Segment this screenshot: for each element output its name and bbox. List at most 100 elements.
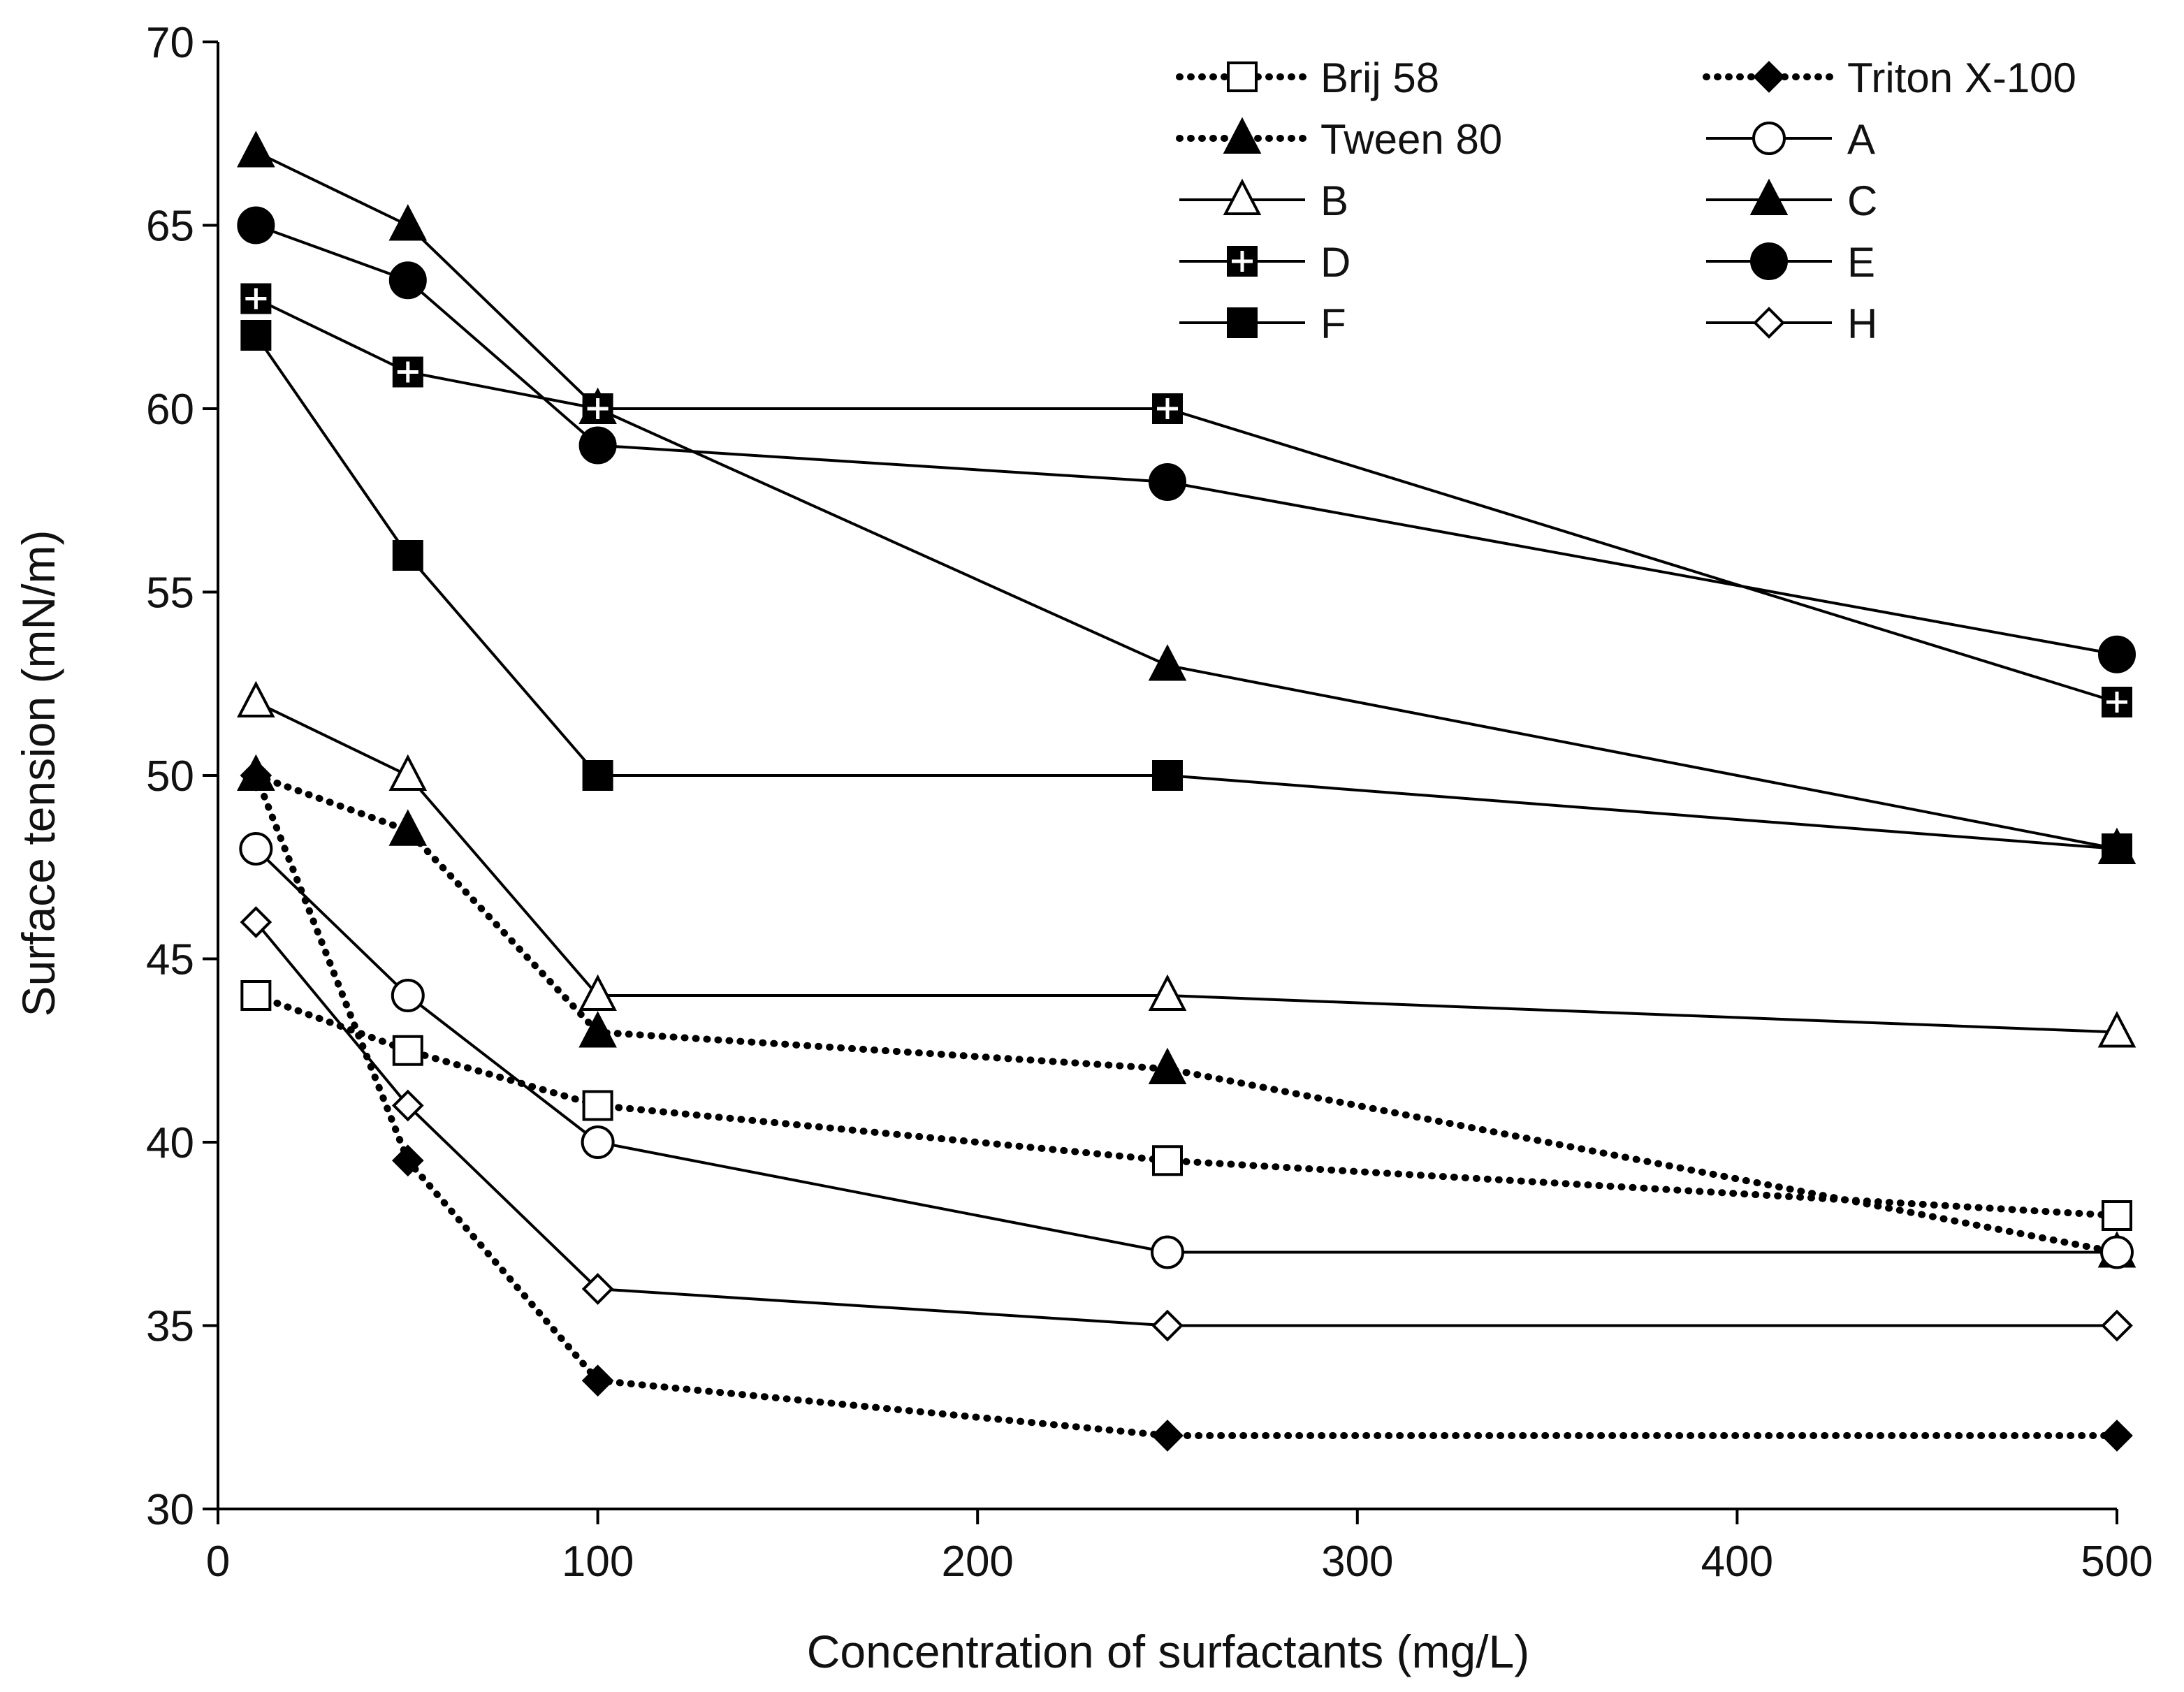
point-h xyxy=(240,906,272,938)
y-tick-label: 40 xyxy=(146,1119,194,1167)
legend-marker-a xyxy=(1752,122,1786,155)
point-f xyxy=(2102,833,2132,864)
y-tick-label: 55 xyxy=(146,569,194,618)
series-f xyxy=(240,320,2132,864)
legend-item-triton-x-100: Triton X-100 xyxy=(1703,54,2076,101)
marker-shape xyxy=(2102,1200,2132,1231)
legend-item-e: E xyxy=(1706,239,1875,286)
point-triton-x-100 xyxy=(391,1144,424,1177)
marker-shape xyxy=(240,320,272,351)
point-b xyxy=(578,974,617,1011)
axes: 30 35 40 45 50 55 60 65 70 0 100 200 300 400 500 xyxy=(146,19,2153,1586)
marker-shape xyxy=(2102,833,2132,864)
x-tick-label: 500 xyxy=(2081,1538,2153,1586)
legend-marker-brij-58 xyxy=(1227,61,1258,92)
series-line-e xyxy=(255,224,2118,656)
point-tween-80 xyxy=(578,1011,617,1048)
point-e xyxy=(2098,635,2136,673)
y-tick-label: 70 xyxy=(146,19,194,67)
series-e xyxy=(237,206,2136,673)
point-h xyxy=(2101,1309,2133,1342)
marker-shape xyxy=(582,760,613,791)
y-tick-label: 45 xyxy=(146,936,194,984)
legend-item-a: A xyxy=(1706,116,1875,163)
point-e xyxy=(1149,463,1186,501)
legend: Brij 58 Triton X-100 Tween 80 A B C D E F H xyxy=(1176,54,2076,347)
point-e xyxy=(578,426,617,465)
series-b xyxy=(237,680,2136,1048)
point-d xyxy=(1152,393,1183,424)
marker-shape xyxy=(1227,61,1258,92)
x-tick-label: 400 xyxy=(1701,1538,1773,1586)
legend-item-b: B xyxy=(1179,177,1348,224)
legend-item-tween-80: Tween 80 xyxy=(1176,116,1502,163)
y-tick-label: 50 xyxy=(146,752,194,801)
series-h xyxy=(240,906,2133,1342)
series-triton-x-100 xyxy=(240,759,2133,1452)
point-b xyxy=(237,680,275,717)
x-tick-label: 100 xyxy=(562,1538,634,1586)
point-a xyxy=(581,1125,615,1159)
marker-shape xyxy=(1227,307,1258,338)
point-b xyxy=(2097,1011,2136,1048)
series-line-triton-x-100 xyxy=(252,772,2120,1439)
legend-item-brij-58: Brij 58 xyxy=(1176,54,1439,101)
x-tick-label: 300 xyxy=(1321,1538,1393,1586)
point-e xyxy=(388,261,427,300)
x-tick-label: 0 xyxy=(206,1538,230,1586)
x-tick-label: 200 xyxy=(941,1538,1013,1586)
point-h xyxy=(391,1089,424,1122)
legend-marker-c xyxy=(1749,178,1789,215)
legend-label-h: H xyxy=(1847,300,1877,347)
legend-marker-h xyxy=(1753,307,1785,339)
point-f xyxy=(582,760,613,791)
point-tween-80 xyxy=(388,809,428,846)
legend-marker-triton-x-100 xyxy=(1753,61,1785,93)
point-a xyxy=(2100,1235,2134,1269)
point-brij-58 xyxy=(240,980,272,1011)
y-tick-label: 30 xyxy=(146,1486,194,1534)
y-axis-label: Surface tension (mN/m) xyxy=(13,530,64,1017)
y-tick-label: 65 xyxy=(146,203,194,251)
point-d xyxy=(2102,687,2132,717)
point-b xyxy=(1148,974,1187,1011)
legend-label-f: F xyxy=(1320,300,1346,347)
marker-shape xyxy=(1152,1145,1183,1176)
point-brij-58 xyxy=(2102,1200,2132,1231)
point-c xyxy=(237,131,275,168)
series-line-tween-80 xyxy=(252,772,2120,1256)
series-brij-58 xyxy=(240,980,2132,1231)
point-d xyxy=(392,356,423,388)
point-tween-80 xyxy=(1148,1047,1187,1084)
series-line-f xyxy=(254,334,2118,850)
point-c xyxy=(388,204,428,241)
point-d xyxy=(240,283,272,314)
point-f xyxy=(240,320,272,351)
series-layer xyxy=(237,131,2136,1452)
series-line-a xyxy=(254,847,2117,1254)
series-line-c xyxy=(255,150,2118,850)
marker-shape xyxy=(392,540,423,571)
legend-label-b: B xyxy=(1320,177,1348,224)
point-a xyxy=(1151,1235,1184,1269)
legend-label-triton-x-100: Triton X-100 xyxy=(1847,54,2076,101)
point-h xyxy=(1151,1309,1184,1342)
legend-marker-f xyxy=(1227,307,1258,338)
y-tick-label: 60 xyxy=(146,386,194,434)
legend-label-d: D xyxy=(1320,239,1351,286)
point-h xyxy=(581,1273,614,1305)
point-f xyxy=(392,540,423,571)
point-brij-58 xyxy=(392,1035,423,1066)
series-tween-80 xyxy=(237,754,2136,1268)
series-line-h xyxy=(254,921,2117,1327)
marker-shape xyxy=(240,980,272,1011)
legend-item-f: F xyxy=(1179,300,1346,347)
legend-label-c: C xyxy=(1847,177,1877,224)
point-tween-80 xyxy=(237,754,275,791)
series-line-b xyxy=(255,701,2118,1034)
point-brij-58 xyxy=(1152,1145,1183,1176)
marker-shape xyxy=(582,1090,613,1121)
legend-item-c: C xyxy=(1706,177,1877,224)
